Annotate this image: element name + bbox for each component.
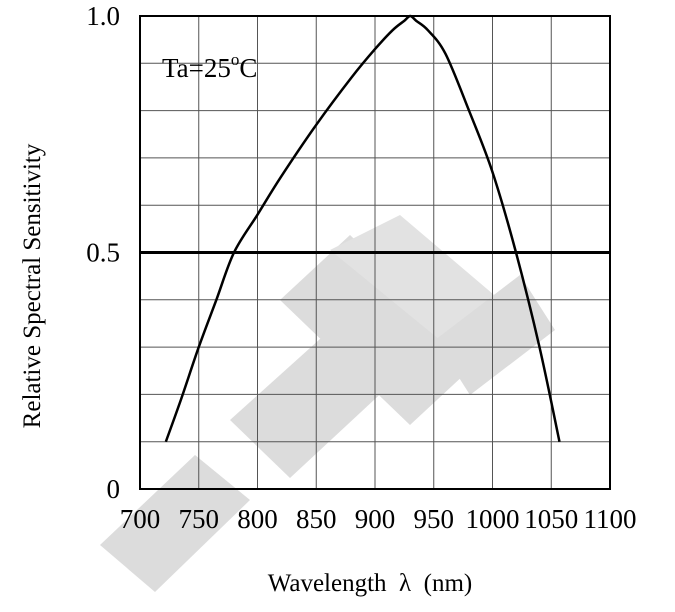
x-tick-label: 950 [414, 504, 455, 534]
sensitivity-curve [164, 14, 561, 443]
x-tick-label: 700 [120, 504, 161, 534]
x-tick-label: 1100 [584, 504, 637, 534]
annotation-superscript: o [231, 50, 240, 69]
y-axis-label: Relative Spectral Sensitivity [19, 143, 46, 428]
annotation-text: Ta=25 [162, 53, 231, 83]
x-tick-label: 1050 [524, 504, 578, 534]
plot-frame [139, 15, 611, 490]
x-tick-label: 850 [296, 504, 337, 534]
y-tick-label: 0.5 [86, 238, 120, 268]
x-tick-label: 800 [237, 504, 278, 534]
temperature-annotation: Ta=25oC [162, 50, 257, 83]
y-tick-labels: 0 0.5 1.0 [86, 1, 120, 504]
y-tick-label: 0 [107, 474, 121, 504]
x-tick-label: 1000 [466, 504, 520, 534]
y-tick-label: 1.0 [86, 1, 120, 31]
x-axis-label: Wavelength λ (nm) [268, 570, 473, 597]
x-tick-label: 900 [355, 504, 396, 534]
x-tick-label: 750 [179, 504, 220, 534]
watermark [100, 215, 555, 592]
x-tick-labels: 700 750 800 850 900 950 1000 1050 1100 [120, 504, 637, 534]
annotation-unit: C [239, 53, 257, 83]
